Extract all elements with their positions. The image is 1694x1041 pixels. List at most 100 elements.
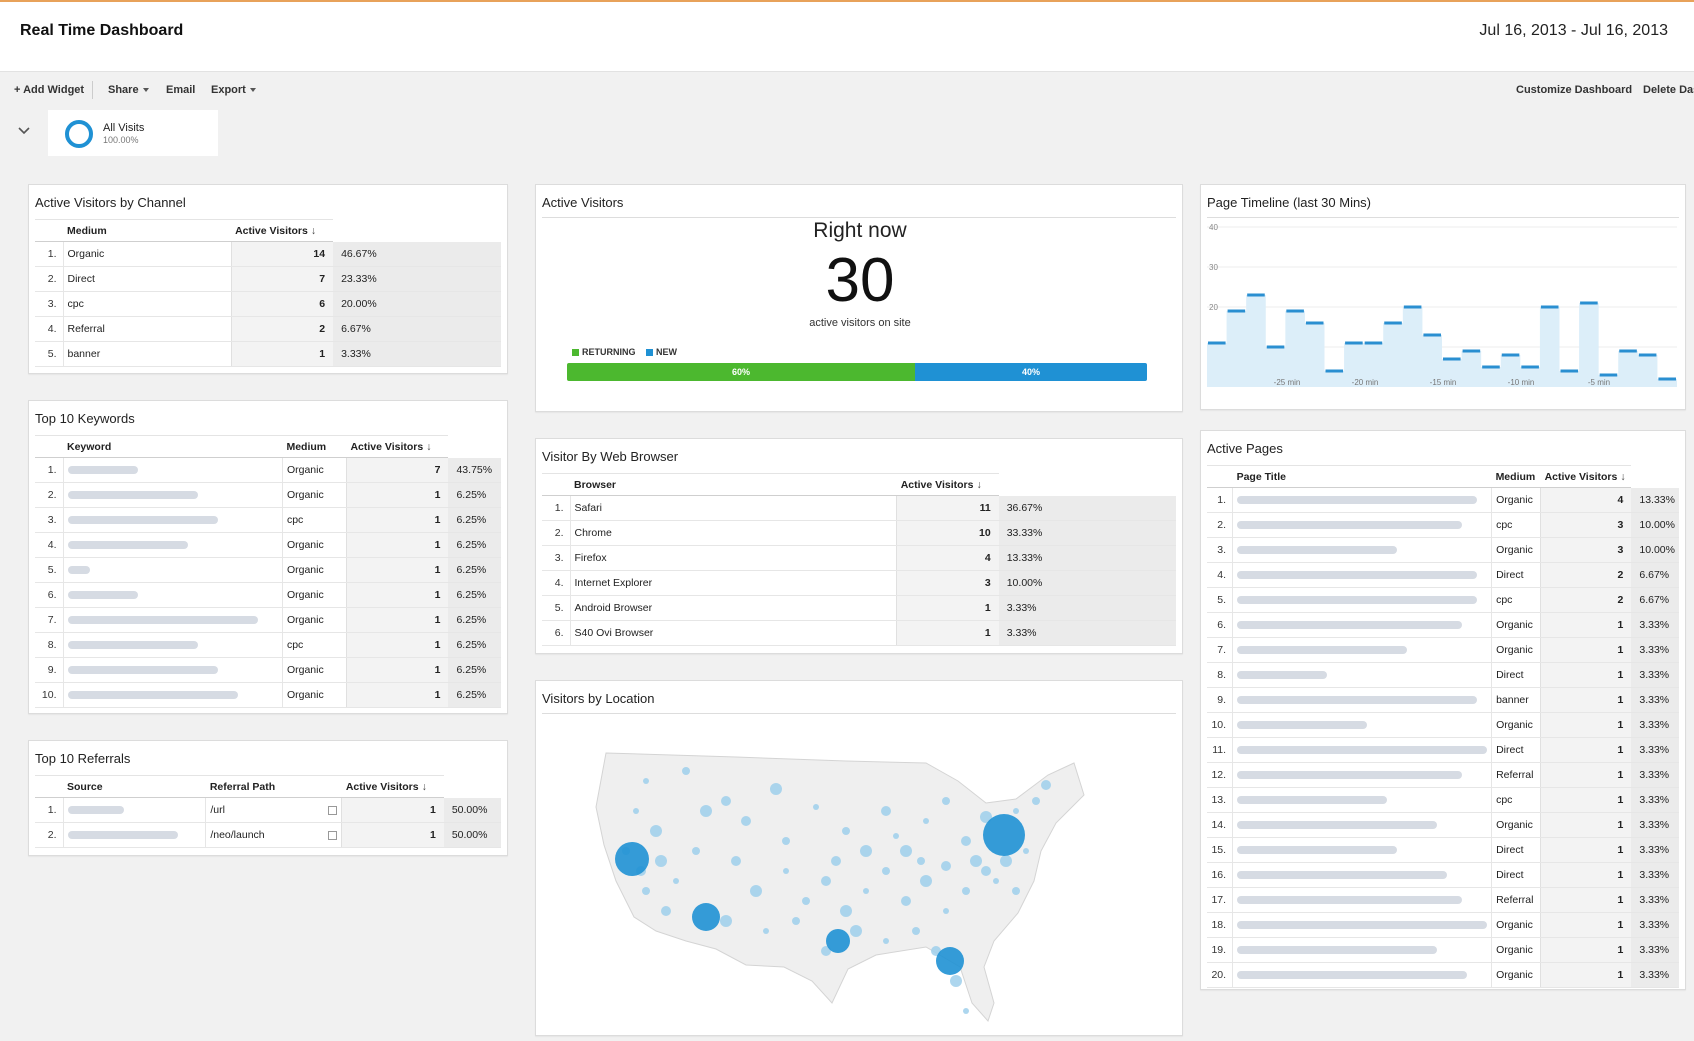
- date-range-picker[interactable]: Jul 16, 2013 - Jul 16, 2013: [1479, 22, 1668, 39]
- visitor-dot: [863, 888, 869, 894]
- page-title-cell: [1232, 912, 1492, 938]
- header-active-visitors[interactable]: Active Visitors ↓: [341, 775, 444, 798]
- visitor-dot: [962, 887, 970, 895]
- row-index: 2.: [35, 822, 64, 848]
- table-row[interactable]: 2. Chrome 10 33.33%: [542, 520, 1176, 546]
- table-row[interactable]: 18. Organic 1 3.33%: [1207, 912, 1679, 938]
- active-visitors-percent: 10.00%: [1631, 512, 1679, 538]
- new-legend-label: NEW: [656, 347, 678, 357]
- page-timeline-widget: Page Timeline (last 30 Mins) 40302010-25…: [1200, 184, 1686, 410]
- active-visitors-percent: 6.25%: [448, 607, 501, 633]
- active-visitors-count: 30: [825, 246, 895, 315]
- table-row[interactable]: 2. cpc 3 10.00%: [1207, 512, 1679, 538]
- table-row[interactable]: 13. cpc 1 3.33%: [1207, 787, 1679, 813]
- visitor-dot: [840, 905, 852, 917]
- table-row[interactable]: 1. Organic 14 46.67%: [35, 241, 501, 267]
- add-widget-button[interactable]: + Add Widget: [14, 84, 85, 96]
- table-row[interactable]: 5. cpc 2 6.67%: [1207, 587, 1679, 613]
- page-title-cell: [1232, 812, 1492, 838]
- table-row[interactable]: 10. Organic 1 3.33%: [1207, 712, 1679, 738]
- redacted-text: [67, 491, 198, 500]
- header-active-visitors[interactable]: Active Visitors ↓: [896, 473, 999, 496]
- header-active-visitors[interactable]: Active Visitors ↓: [1540, 465, 1632, 488]
- active-visitors-percent: 6.25%: [448, 482, 501, 508]
- table-row[interactable]: 4. Organic 1 6.25%: [35, 532, 501, 558]
- table-row[interactable]: 3. Firefox 4 13.33%: [542, 545, 1176, 571]
- browser-table: Browser Active Visitors ↓ 1. Safari 11 36.67…: [542, 473, 1176, 646]
- table-row[interactable]: 20. Organic 1 3.33%: [1207, 962, 1679, 988]
- table-row[interactable]: 1. Organic 7 43.75%: [35, 457, 501, 483]
- active-visitors-percent: 3.33%: [1631, 637, 1679, 663]
- table-row[interactable]: 8. Direct 1 3.33%: [1207, 662, 1679, 688]
- export-button[interactable]: Export: [211, 84, 256, 96]
- visitor-dot: [1000, 855, 1012, 867]
- table-row[interactable]: 1. /url 1 50.00%: [35, 797, 501, 823]
- page-header: Real Time Dashboard Jul 16, 2013 - Jul 1…: [0, 2, 1694, 72]
- table-row[interactable]: 7. Organic 1 3.33%: [1207, 637, 1679, 663]
- table-row[interactable]: 1. Safari 11 36.67%: [542, 495, 1176, 521]
- referral-path-cell[interactable]: /neo/launch: [205, 822, 342, 848]
- table-row[interactable]: 3. cpc 1 6.25%: [35, 507, 501, 533]
- table-row[interactable]: 2. /neo/launch 1 50.00%: [35, 822, 501, 848]
- visitor-dot: [881, 806, 891, 816]
- table-row[interactable]: 2. Direct 7 23.33%: [35, 266, 501, 292]
- chevron-down-icon[interactable]: [17, 124, 31, 138]
- page-title-cell: [1232, 837, 1492, 863]
- active-visitors-percent: 3.33%: [1631, 712, 1679, 738]
- active-visitors-count: 1: [1540, 612, 1632, 638]
- table-row[interactable]: 6. Organic 1 3.33%: [1207, 612, 1679, 638]
- header-active-visitors[interactable]: Active Visitors ↓: [231, 219, 334, 242]
- visitor-dot: [813, 804, 819, 810]
- referral-path-cell[interactable]: /url: [205, 797, 342, 823]
- visitor-dot: [917, 857, 925, 865]
- table-row[interactable]: 9. banner 1 3.33%: [1207, 687, 1679, 713]
- table-row[interactable]: 5. banner 1 3.33%: [35, 341, 501, 367]
- table-row[interactable]: 15. Direct 1 3.33%: [1207, 837, 1679, 863]
- page-timeline-chart[interactable]: 40302010-25 min-20 min-15 min-10 min-5 m…: [1207, 221, 1681, 407]
- row-index: 13.: [1207, 787, 1234, 813]
- table-row[interactable]: 6. Organic 1 6.25%: [35, 582, 501, 608]
- table-row[interactable]: 16. Direct 1 3.33%: [1207, 862, 1679, 888]
- table-row[interactable]: 6. S40 Ovi Browser 1 3.33%: [542, 620, 1176, 646]
- table-row[interactable]: 4. Direct 2 6.67%: [1207, 562, 1679, 588]
- segment-all-visits[interactable]: All Visits 100.00%: [48, 110, 218, 156]
- table-row[interactable]: 9. Organic 1 6.25%: [35, 657, 501, 683]
- visitor-dot: [980, 811, 992, 823]
- table-row[interactable]: 19. Organic 1 3.33%: [1207, 937, 1679, 963]
- header-active-visitors[interactable]: Active Visitors ↓: [346, 435, 449, 458]
- external-link-icon[interactable]: [328, 806, 338, 815]
- external-link-icon[interactable]: [328, 831, 338, 840]
- share-button[interactable]: Share: [108, 84, 149, 96]
- table-row[interactable]: 8. cpc 1 6.25%: [35, 632, 501, 658]
- table-row[interactable]: 12. Referral 1 3.33%: [1207, 762, 1679, 788]
- widget-title: Top 10 Keywords: [35, 411, 135, 426]
- customize-dashboard-button[interactable]: Customize Dashboard: [1516, 84, 1633, 96]
- table-row[interactable]: 2. Organic 1 6.25%: [35, 482, 501, 508]
- table-row[interactable]: 5. Organic 1 6.25%: [35, 557, 501, 583]
- redacted-text: [1237, 846, 1398, 855]
- active-visitors-count: 4: [1540, 487, 1632, 513]
- us-visitor-map[interactable]: [586, 741, 1146, 1031]
- table-row[interactable]: 7. Organic 1 6.25%: [35, 607, 501, 633]
- table-row[interactable]: 4. Internet Explorer 3 10.00%: [542, 570, 1176, 596]
- new-swatch: [646, 349, 654, 357]
- active-visitors-percent: 6.25%: [448, 582, 501, 608]
- table-row[interactable]: 17. Referral 1 3.33%: [1207, 887, 1679, 913]
- table-row[interactable]: 3. Organic 3 10.00%: [1207, 537, 1679, 563]
- table-row[interactable]: 5. Android Browser 1 3.33%: [542, 595, 1176, 621]
- y-tick-label: 20: [1209, 303, 1218, 312]
- table-row[interactable]: 3. cpc 6 20.00%: [35, 291, 501, 317]
- table-row[interactable]: 11. Direct 1 3.33%: [1207, 737, 1679, 763]
- table-row[interactable]: 1. Organic 4 13.33%: [1207, 487, 1679, 513]
- table-row[interactable]: 14. Organic 1 3.33%: [1207, 812, 1679, 838]
- visitor-dot: [893, 833, 899, 839]
- redacted-text: [1237, 921, 1488, 930]
- table-row[interactable]: 10. Organic 1 6.25%: [35, 682, 501, 708]
- email-button[interactable]: Email: [166, 84, 196, 96]
- visitor-hotspots: [615, 814, 1025, 975]
- table-row[interactable]: 4. Referral 2 6.67%: [35, 316, 501, 342]
- delete-dashboard-button[interactable]: Delete Dashboard: [1643, 84, 1694, 96]
- active-visitors-percent: 3.33%: [1631, 862, 1679, 888]
- row-index: 20.: [1207, 962, 1234, 988]
- medium-cell: Organic: [281, 457, 347, 483]
